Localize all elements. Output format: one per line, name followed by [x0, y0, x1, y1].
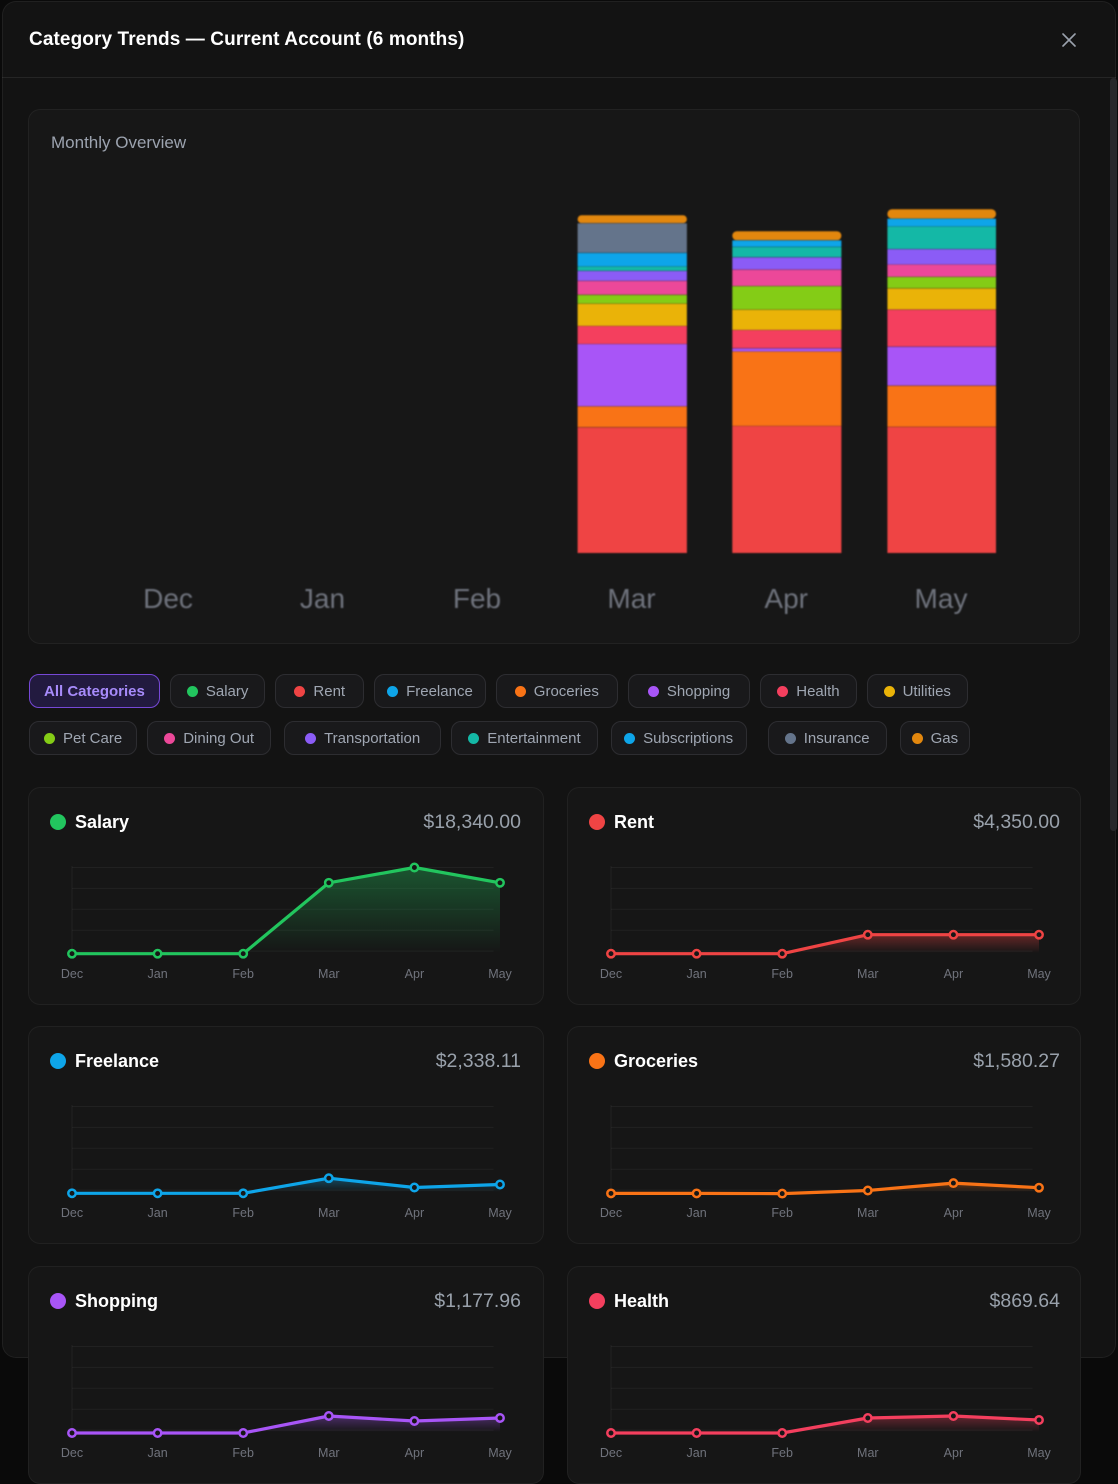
svg-text:May: May — [488, 967, 512, 981]
svg-text:Feb: Feb — [232, 1446, 254, 1460]
svg-text:Dec: Dec — [61, 1206, 83, 1220]
svg-text:Feb: Feb — [771, 1206, 793, 1220]
svg-text:Apr: Apr — [405, 1206, 424, 1220]
svg-text:May: May — [1027, 1446, 1051, 1460]
svg-text:Jan: Jan — [300, 583, 345, 614]
svg-text:Dec: Dec — [61, 1446, 83, 1460]
svg-text:Feb: Feb — [232, 967, 254, 981]
svg-text:Feb: Feb — [771, 1446, 793, 1460]
svg-text:Feb: Feb — [232, 1206, 254, 1220]
svg-text:Mar: Mar — [857, 967, 879, 981]
svg-text:Apr: Apr — [944, 1446, 963, 1460]
svg-text:Feb: Feb — [771, 967, 793, 981]
svg-text:Apr: Apr — [944, 1206, 963, 1220]
svg-text:Jan: Jan — [687, 1206, 707, 1220]
svg-text:Mar: Mar — [857, 1206, 879, 1220]
svg-text:May: May — [1027, 1206, 1051, 1220]
svg-text:Jan: Jan — [148, 1446, 168, 1460]
svg-text:Mar: Mar — [318, 1206, 340, 1220]
svg-text:Mar: Mar — [857, 1446, 879, 1460]
svg-text:Feb: Feb — [453, 583, 501, 614]
svg-text:May: May — [915, 583, 968, 614]
svg-text:Mar: Mar — [318, 1446, 340, 1460]
svg-text:Apr: Apr — [944, 967, 963, 981]
svg-text:Jan: Jan — [148, 1206, 168, 1220]
svg-text:Apr: Apr — [764, 583, 808, 614]
svg-text:Mar: Mar — [318, 967, 340, 981]
svg-text:Apr: Apr — [405, 967, 424, 981]
svg-text:Apr: Apr — [405, 1446, 424, 1460]
svg-text:Jan: Jan — [148, 967, 168, 981]
svg-text:May: May — [1027, 967, 1051, 981]
svg-text:Dec: Dec — [143, 583, 193, 614]
svg-text:Dec: Dec — [61, 967, 83, 981]
svg-text:Jan: Jan — [687, 1446, 707, 1460]
svg-text:Dec: Dec — [600, 967, 622, 981]
svg-text:Jan: Jan — [687, 967, 707, 981]
svg-text:Dec: Dec — [600, 1446, 622, 1460]
svg-text:May: May — [488, 1206, 512, 1220]
svg-text:Mar: Mar — [607, 583, 655, 614]
svg-text:Dec: Dec — [600, 1206, 622, 1220]
svg-text:May: May — [488, 1446, 512, 1460]
